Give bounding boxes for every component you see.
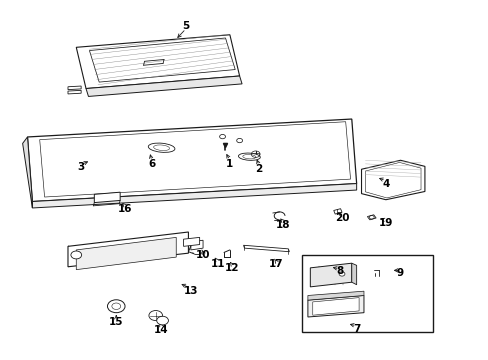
Polygon shape xyxy=(68,90,81,94)
Polygon shape xyxy=(310,263,351,287)
Polygon shape xyxy=(361,160,424,200)
Circle shape xyxy=(219,134,225,139)
Polygon shape xyxy=(312,298,358,315)
Polygon shape xyxy=(86,76,242,96)
Bar xyxy=(302,255,432,332)
Polygon shape xyxy=(94,192,120,203)
Text: 15: 15 xyxy=(109,317,123,327)
Circle shape xyxy=(107,300,125,313)
Polygon shape xyxy=(190,240,203,250)
Circle shape xyxy=(236,138,242,143)
Polygon shape xyxy=(351,263,356,285)
Polygon shape xyxy=(333,209,341,214)
Polygon shape xyxy=(27,119,356,202)
Text: 8: 8 xyxy=(335,266,343,276)
Polygon shape xyxy=(307,291,363,300)
Text: 10: 10 xyxy=(195,250,210,260)
Text: 5: 5 xyxy=(182,21,189,31)
Text: 9: 9 xyxy=(396,268,403,278)
Text: 4: 4 xyxy=(382,179,389,189)
Text: 19: 19 xyxy=(378,218,392,228)
Text: 16: 16 xyxy=(118,204,132,214)
Circle shape xyxy=(71,251,81,259)
Text: 11: 11 xyxy=(210,259,224,269)
Polygon shape xyxy=(40,122,350,197)
Text: 17: 17 xyxy=(268,259,283,269)
Text: 7: 7 xyxy=(352,324,360,334)
Polygon shape xyxy=(365,162,420,198)
Polygon shape xyxy=(366,215,375,220)
Polygon shape xyxy=(32,184,356,208)
Circle shape xyxy=(338,272,344,276)
Polygon shape xyxy=(243,245,289,252)
Text: 6: 6 xyxy=(148,159,155,169)
Text: 12: 12 xyxy=(224,263,239,273)
Polygon shape xyxy=(183,237,199,246)
Text: 18: 18 xyxy=(276,220,290,230)
Polygon shape xyxy=(76,35,239,89)
Polygon shape xyxy=(68,232,188,267)
Text: 14: 14 xyxy=(154,325,168,335)
Circle shape xyxy=(149,311,162,320)
Polygon shape xyxy=(68,86,81,90)
Text: 1: 1 xyxy=(226,159,233,169)
Text: 2: 2 xyxy=(255,164,262,174)
Polygon shape xyxy=(307,296,363,317)
Ellipse shape xyxy=(238,153,260,160)
Polygon shape xyxy=(89,38,235,82)
Text: 20: 20 xyxy=(334,213,348,222)
Polygon shape xyxy=(22,137,32,208)
Polygon shape xyxy=(76,237,176,270)
Circle shape xyxy=(157,316,168,325)
Ellipse shape xyxy=(148,143,175,152)
Text: 3: 3 xyxy=(78,162,84,172)
Text: 13: 13 xyxy=(183,286,198,296)
